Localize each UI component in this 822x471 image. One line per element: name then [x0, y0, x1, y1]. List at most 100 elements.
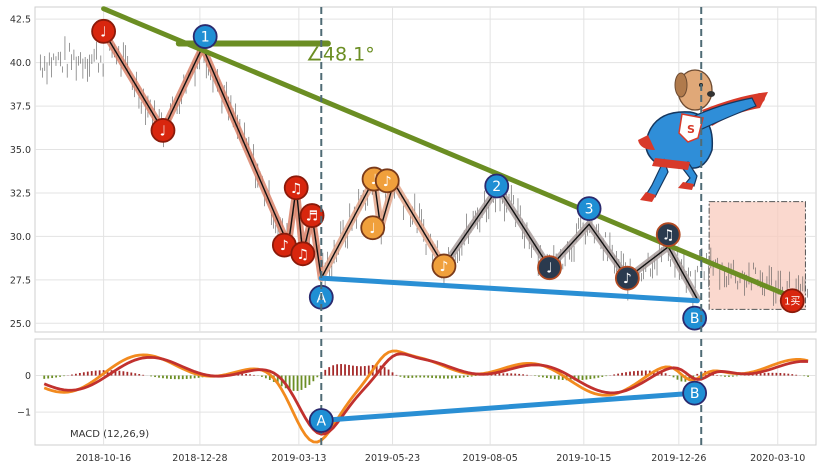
macd-signal-line: [43, 352, 809, 436]
macd-histogram-bar: [621, 372, 623, 376]
macd-histogram-bar: [173, 375, 176, 380]
marker-circle: [779, 288, 805, 314]
macd-histogram-bar: [363, 366, 366, 376]
x-tick-label: 2018-10-16: [76, 453, 131, 464]
macd-histogram-bar: [166, 375, 168, 379]
chart-marker: ♪: [431, 253, 457, 279]
macd-histogram-bar: [696, 373, 699, 376]
macd-histogram-bar: [407, 375, 410, 379]
zigzag-path: [100, 27, 701, 303]
marker-label: 3: [585, 202, 594, 218]
chart-marker: ♫: [290, 241, 316, 267]
macd-histogram-bar: [387, 369, 390, 376]
macd-histogram-bar: [312, 375, 315, 382]
chart-marker: ♩: [360, 215, 386, 241]
marker-label: 1买: [784, 295, 800, 307]
macd-histogram-bar: [419, 375, 422, 378]
macd-histogram-bar: [134, 373, 137, 376]
macd-histogram-bar: [415, 375, 418, 378]
macd-histogram-bar: [162, 375, 164, 379]
macd-histogram-bar: [78, 372, 81, 376]
marker-label: ♩: [371, 172, 378, 188]
chart-marker: ♪: [374, 168, 400, 194]
macd-histogram-bar: [775, 372, 778, 376]
angle-annotation: ∠48.1°: [306, 43, 375, 65]
macd-histogram-bar: [680, 375, 683, 382]
marker-label: ♪: [440, 259, 449, 275]
price-y-tick-label: 25.0: [10, 319, 31, 330]
macd-histogram-bar: [787, 373, 790, 376]
macd-histogram-bar: [86, 371, 89, 376]
macd-histogram-bar: [676, 375, 679, 380]
marker-label: ♪: [623, 271, 632, 287]
macd-histogram-bar: [585, 375, 588, 380]
macd-histogram-bar: [644, 370, 647, 376]
macd-histogram-bar: [154, 375, 156, 378]
macd-histogram-bar: [783, 373, 786, 376]
macd-histogram-bar: [462, 375, 465, 378]
macd-histogram-bar: [71, 374, 73, 376]
marker-label: ♩: [546, 261, 553, 277]
macd-histogram-bar: [74, 373, 77, 376]
marker-circle: [360, 215, 386, 241]
chart-marker: 3: [576, 196, 602, 222]
macd-histogram-bar: [130, 372, 133, 376]
macd-histogram-bar: [450, 375, 453, 379]
marker-label: ♬: [306, 209, 319, 225]
macd-histogram-bar: [549, 375, 552, 379]
macd-histogram-bar: [557, 375, 560, 380]
macd-histogram-bar: [177, 375, 180, 380]
macd-histogram-bar: [122, 371, 125, 376]
x-tick-label: 2019-10-15: [556, 453, 611, 464]
macd-histogram-bar: [466, 375, 469, 378]
macd-histogram-bar: [411, 375, 414, 378]
macd-histogram-bar: [375, 364, 378, 376]
macd-histogram-bar: [668, 375, 671, 376]
marker-circle: [431, 253, 457, 279]
macd-histogram-bar: [803, 375, 806, 377]
chart-marker: 2: [484, 173, 510, 199]
price-y-tick-label: 32.5: [10, 188, 31, 199]
macd-histogram-bar: [688, 375, 691, 381]
macd-histogram-bar: [692, 375, 695, 378]
macd-histogram-bar: [51, 375, 54, 379]
chart-marker: 1: [192, 24, 218, 49]
macd-histogram-bar: [367, 365, 370, 376]
marker-circle: [374, 168, 400, 194]
macd-histogram-bar: [292, 375, 295, 391]
macd-histogram-bar: [126, 371, 129, 376]
macd-histogram-bar: [395, 374, 398, 376]
marker-circle: [150, 117, 176, 143]
x-tick-label: 2019-05-23: [365, 453, 420, 464]
macd-histogram-bar: [59, 375, 61, 377]
marker-circle: [682, 305, 708, 331]
chart-marker: B: [682, 380, 708, 406]
marker-label: A: [316, 414, 326, 430]
macd-histogram-bar: [47, 375, 50, 379]
macd-histogram-bar: [728, 375, 730, 377]
macd-histogram-bar: [114, 370, 117, 376]
macd-histogram-bar: [716, 375, 718, 376]
macd-histogram-bar: [613, 374, 616, 376]
macd-histogram-bar: [197, 375, 200, 378]
macd-histogram-bar: [427, 375, 430, 378]
macd-histogram-bar: [731, 375, 734, 377]
macd-histogram-bar: [284, 375, 287, 389]
macd-histogram-bar: [98, 370, 101, 376]
macd-histogram-bar: [498, 373, 501, 376]
macd-histogram-bar: [158, 375, 160, 378]
macd-histogram-bar: [454, 375, 457, 379]
macd-markers: AB: [308, 380, 708, 433]
macd-divergence-line: [318, 390, 698, 424]
chart-marker: ♪: [271, 232, 297, 258]
macd-histogram-bar: [538, 375, 540, 377]
macd-y-tick-labels: −1 0: [17, 371, 31, 419]
chart-marker: ♩: [150, 117, 176, 143]
macd-histogram-bar: [633, 371, 635, 376]
macd-y-tick-label: 0: [25, 371, 31, 382]
macd-histogram-bar: [443, 375, 445, 379]
support-line: [318, 275, 700, 304]
price-y-tick-label: 35.0: [10, 145, 31, 156]
macd-histogram-bar: [617, 373, 620, 376]
macd-y-tick-label: −1: [17, 408, 31, 419]
